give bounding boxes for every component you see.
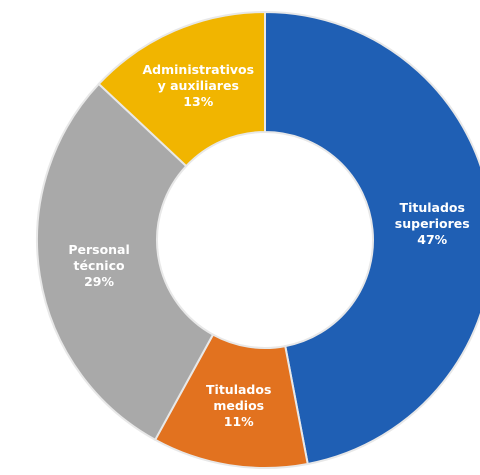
value-label: 29% (84, 274, 115, 290)
category-label: Personal técnico (68, 242, 130, 274)
value-label: 47% (417, 232, 448, 248)
segment-label: Personal técnico 29% (57, 242, 141, 290)
category-label: Titulados superiores (394, 200, 470, 232)
donut-segment (36, 82, 215, 442)
segment-label: Administrativos y auxiliares 13% (142, 62, 254, 110)
donut-segment (97, 10, 266, 168)
donut-segment (264, 10, 480, 466)
value-label: 11% (223, 413, 254, 429)
category-label: Titulados medios (206, 381, 272, 413)
segment-label: Titulados medios 11% (197, 382, 281, 430)
value-label: 13% (183, 93, 214, 109)
segment-label: Titulados superiores 47% (390, 200, 474, 248)
category-label: Administrativos y auxiliares (142, 61, 255, 93)
